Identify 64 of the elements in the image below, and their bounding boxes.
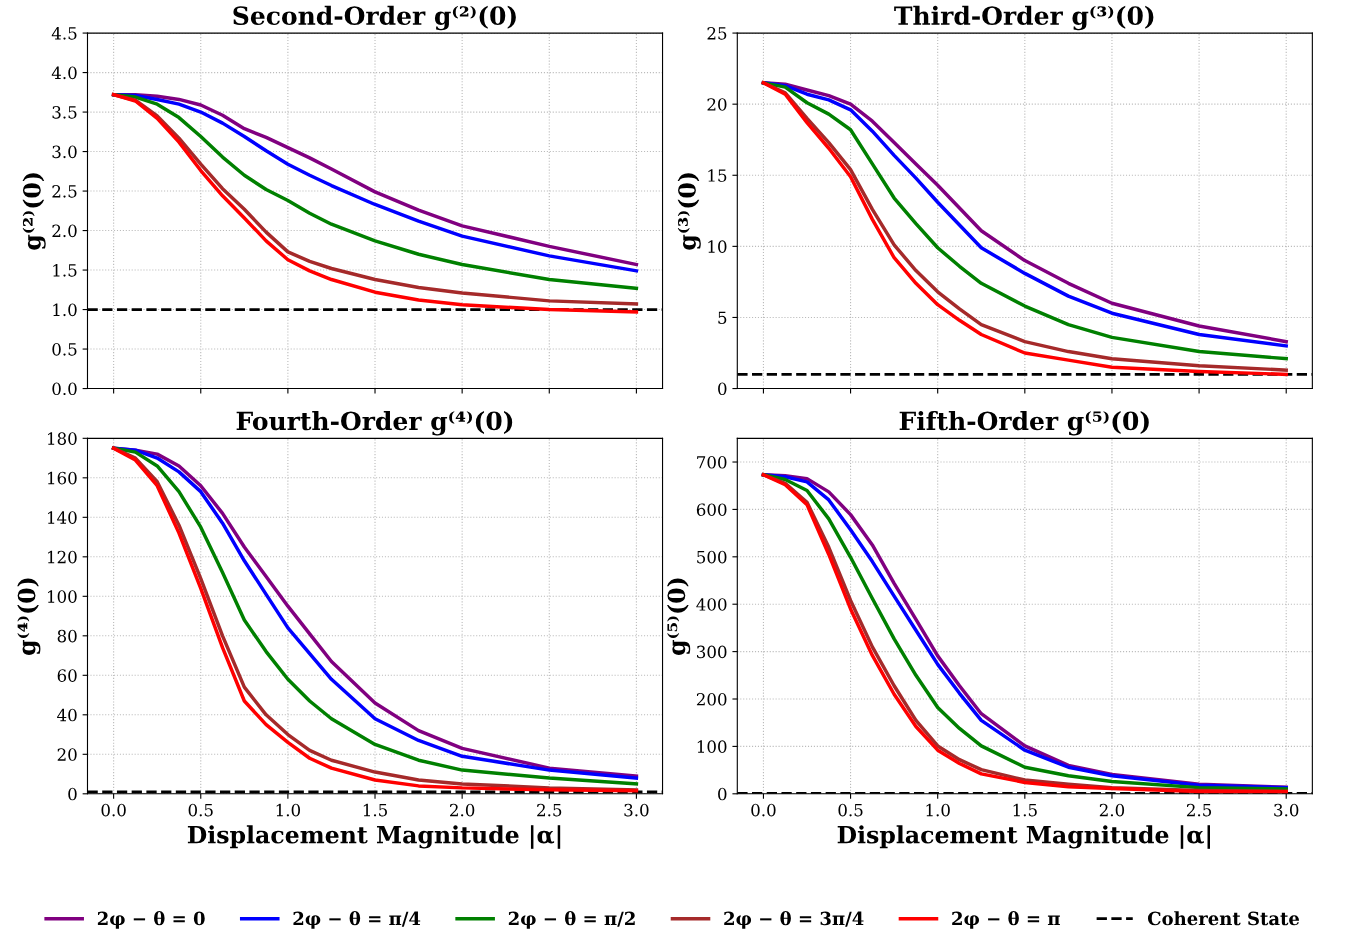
chart-title: Second-Order g⁽²⁾(0) — [233, 5, 516, 31]
x-axis-title: Displacement Magnitude |α| — [837, 825, 1210, 849]
x-tick-label: 3.0 — [1274, 803, 1299, 817]
x-tick-label: 1.0 — [276, 803, 301, 817]
y-tick-label: 1.0 — [53, 303, 77, 317]
y-tick-label: 4.0 — [51, 66, 77, 80]
x-tick-label: 3.0 — [624, 803, 649, 817]
y-tick-label: 700 — [697, 455, 727, 469]
y-tick-label: 2.0 — [52, 224, 77, 238]
y-tick-label: 3.5 — [52, 106, 77, 119]
y-tick-label: 600 — [696, 503, 727, 516]
x-tick-label: 1.0 — [926, 803, 950, 817]
y-axis-title: g⁽⁴⁾(0) — [17, 578, 41, 655]
y-tick-label: 60 — [57, 669, 77, 682]
chart-title: Third-Order g⁽³⁾(0) — [894, 5, 1154, 31]
x-tick-label: 1.5 — [1013, 803, 1037, 817]
y-tick-label: 1.5 — [53, 264, 77, 277]
y-axis-title: g⁽²⁾(0) — [22, 173, 46, 250]
y-tick-label: 40 — [57, 708, 77, 722]
y-tick-label: 0 — [718, 787, 727, 801]
x-tick-label: 2.0 — [1099, 803, 1125, 817]
x-tick-label: 0.0 — [101, 803, 126, 817]
y-tick-label: 100 — [697, 740, 727, 753]
y-tick-label: 400 — [696, 598, 727, 611]
y-tick-label: 20 — [57, 748, 77, 761]
y-tick-label: 0 — [718, 382, 727, 396]
y-tick-label: 2.5 — [52, 185, 77, 198]
legend-label: 2φ − θ = π — [952, 911, 1060, 929]
x-tick-label: 2.5 — [537, 803, 562, 817]
legend-label: 2φ − θ = 0 — [97, 911, 205, 929]
x-tick-label: 0.0 — [751, 803, 776, 817]
y-tick-label: 80 — [57, 629, 77, 643]
y-tick-label: 180 — [47, 432, 77, 445]
x-tick-label: 2.5 — [1186, 803, 1212, 817]
legend-label: 2φ − θ = 3π/4 — [724, 911, 864, 929]
y-tick-label: 0.0 — [52, 382, 77, 396]
x-axis-title: Displacement Magnitude |α| — [187, 825, 561, 849]
y-tick-label: 15 — [708, 169, 727, 182]
y-tick-label: 5 — [718, 311, 727, 325]
y-tick-label: 100 — [47, 590, 77, 603]
y-tick-label: 300 — [697, 645, 727, 659]
y-tick-label: 140 — [47, 511, 77, 524]
y-tick-label: 4.5 — [51, 27, 77, 40]
x-tick-label: 2.0 — [450, 803, 475, 817]
y-tick-label: 160 — [47, 471, 77, 485]
legend-label: Coherent State — [1147, 911, 1300, 926]
legend-label: 2φ − θ = π/4 — [293, 911, 421, 929]
chart-title: Fifth-Order g⁽⁵⁾(0) — [899, 410, 1149, 436]
y-tick-label: 0 — [68, 787, 77, 801]
chart-title: Fourth-Order g⁽⁴⁾(0) — [236, 410, 513, 436]
y-tick-label: 500 — [697, 550, 727, 564]
y-tick-label: 0.5 — [52, 343, 77, 356]
y-tick-label: 3.0 — [52, 145, 77, 159]
y-tick-label: 10 — [708, 240, 727, 253]
x-tick-label: 1.5 — [363, 803, 387, 817]
legend-label: 2φ − θ = π/2 — [508, 911, 635, 929]
y-tick-label: 25 — [707, 27, 727, 40]
y-axis-title: g⁽⁵⁾(0) — [667, 578, 691, 655]
y-tick-label: 200 — [696, 692, 727, 706]
y-tick-label: 120 — [47, 550, 77, 564]
y-tick-label: 20 — [707, 98, 727, 111]
x-tick-label: 0.5 — [188, 803, 213, 817]
x-tick-label: 0.5 — [838, 803, 863, 817]
y-axis-title: g⁽³⁾(0) — [677, 173, 701, 250]
